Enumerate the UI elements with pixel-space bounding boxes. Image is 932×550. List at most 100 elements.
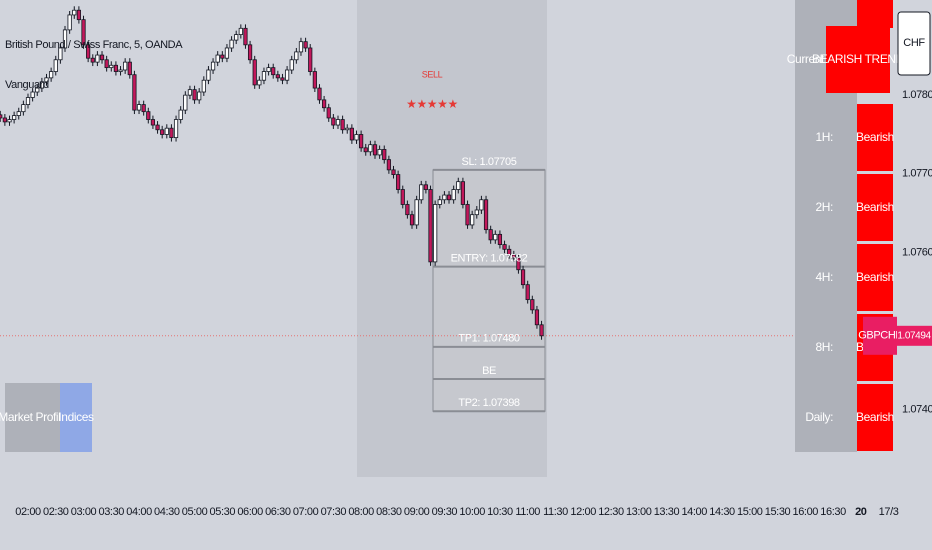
x-tick-label: 11:00 xyxy=(515,506,540,518)
candle-body xyxy=(16,111,21,117)
candle-body xyxy=(187,89,193,96)
candle-body xyxy=(86,44,91,59)
candle-body xyxy=(294,51,299,61)
candle-body xyxy=(511,254,516,259)
candle-body xyxy=(90,57,95,63)
candle-body xyxy=(451,189,456,201)
candle-body xyxy=(317,87,322,101)
symbol-tag xyxy=(863,316,897,355)
candle-body xyxy=(155,124,160,131)
candle-body xyxy=(160,129,165,135)
candle-body xyxy=(206,69,211,81)
candle-body xyxy=(377,149,382,156)
dashboard-value: Bearish xyxy=(856,410,894,424)
candle-body xyxy=(386,159,391,171)
candle-body xyxy=(62,29,68,49)
candle-body xyxy=(192,89,197,101)
candle-body xyxy=(7,119,12,123)
button-label[interactable]: Indices xyxy=(58,410,94,424)
candle-body xyxy=(419,184,424,201)
trade-level-label: ENTRY: 1.07582 xyxy=(451,253,528,265)
x-tick-label: 02:30 xyxy=(43,506,69,518)
candle-body xyxy=(118,69,123,72)
candle-body xyxy=(252,59,257,86)
overlay: SL: 1.07705 ENTRY: 1.07582 TP1: 1.07480 BE T… xyxy=(0,0,932,518)
x-tick-label: 17/3 xyxy=(879,506,899,518)
candle-body xyxy=(284,69,290,81)
candle-body xyxy=(354,134,359,141)
button[interactable] xyxy=(5,383,60,452)
candle-body xyxy=(49,71,54,79)
candle-body xyxy=(76,9,81,21)
trade-level-label: BE xyxy=(482,365,496,377)
dashboard-label: 1H: xyxy=(816,130,834,144)
candle-body xyxy=(312,71,317,89)
x-tick-label: 05:30 xyxy=(210,506,236,518)
candle-body xyxy=(391,169,396,175)
plot xyxy=(0,6,895,413)
x-tick-label: 16:30 xyxy=(820,506,846,518)
candle-body xyxy=(2,117,7,123)
candle-body xyxy=(382,149,387,161)
candle-body xyxy=(109,64,114,69)
x-tick-label: 15:30 xyxy=(765,506,791,518)
candle-body xyxy=(520,269,526,286)
candle-body xyxy=(30,91,35,98)
x-tick-label: 14:30 xyxy=(709,506,735,518)
candle-body xyxy=(456,181,461,190)
candle-body xyxy=(136,104,142,111)
candle-body xyxy=(257,79,262,86)
candle-body xyxy=(507,248,512,256)
candle-body xyxy=(81,19,86,46)
candle-body xyxy=(400,189,405,205)
candle-body xyxy=(123,61,128,71)
candle-body xyxy=(99,54,105,61)
dashboard-cell xyxy=(857,384,893,451)
candle-body xyxy=(169,127,174,139)
last-price-label: 1.07494 xyxy=(897,330,931,341)
candle-body xyxy=(25,97,31,105)
candle-body xyxy=(525,284,530,301)
x-tick-label: 14:00 xyxy=(681,506,707,518)
candle-body xyxy=(0,114,3,119)
candle-body xyxy=(266,67,271,72)
candle-body xyxy=(229,39,234,49)
candle-body xyxy=(530,299,535,311)
indicator-label: Vanguard xyxy=(5,79,49,91)
candle-body xyxy=(234,34,239,41)
x-tick-label: 07:30 xyxy=(321,506,347,518)
dashboard-value: Sell xyxy=(866,0,884,1)
candle-body xyxy=(289,59,294,71)
candle-body xyxy=(483,199,489,231)
trade-level-label: TP1: 1.07480 xyxy=(458,333,520,345)
candle-body xyxy=(497,233,503,245)
x-tick-label: 03:30 xyxy=(99,506,125,518)
candle-body xyxy=(35,87,40,93)
candle-body xyxy=(349,127,354,141)
candle-body xyxy=(220,54,225,59)
candle-body xyxy=(502,244,507,250)
x-tick-label: 02:00 xyxy=(15,506,41,518)
candle-body xyxy=(215,54,220,63)
x-tick-label: 04:00 xyxy=(126,506,152,518)
dashboard-cell xyxy=(826,26,890,93)
candle-body xyxy=(72,9,77,16)
x-tick-label: 07:00 xyxy=(293,506,319,518)
x-tick-label: 06:00 xyxy=(237,506,263,518)
candle-body xyxy=(12,115,17,120)
candle-body xyxy=(243,27,248,46)
x-tick-label: 06:30 xyxy=(265,506,291,518)
trade-level-label: SL: 1.07705 xyxy=(462,156,517,168)
candle-body xyxy=(335,119,341,126)
dashboard-label: 4H: xyxy=(816,270,834,284)
candle-body xyxy=(446,194,452,201)
button-label[interactable]: Market Profile xyxy=(0,410,68,424)
button[interactable] xyxy=(60,383,92,452)
candle-body xyxy=(396,174,401,190)
candle-body xyxy=(516,257,521,271)
candle-body xyxy=(67,14,72,31)
candle-body xyxy=(141,104,146,113)
candle-body xyxy=(488,229,493,241)
x-tick-label: 15:00 xyxy=(737,506,763,518)
